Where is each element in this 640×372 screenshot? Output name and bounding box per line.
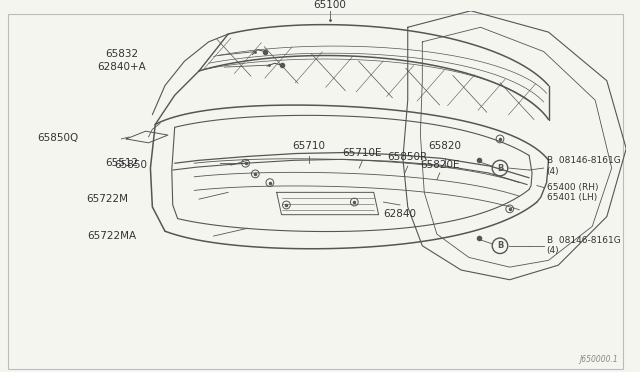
Text: 62840+A: 62840+A bbox=[97, 62, 145, 72]
Text: 65850R: 65850R bbox=[388, 152, 428, 162]
Text: B: B bbox=[497, 241, 503, 250]
Text: 65100: 65100 bbox=[314, 0, 346, 10]
Text: 65722M: 65722M bbox=[86, 194, 128, 204]
Text: 65512: 65512 bbox=[106, 158, 139, 168]
Text: 65850Q: 65850Q bbox=[37, 133, 79, 143]
Text: B  08146-8161G
(4): B 08146-8161G (4) bbox=[547, 157, 620, 176]
Text: 65820: 65820 bbox=[428, 141, 461, 151]
Text: 65850: 65850 bbox=[115, 160, 147, 170]
Text: B: B bbox=[497, 164, 503, 173]
Text: 65820E: 65820E bbox=[420, 160, 460, 170]
Text: B  08146-8161G
(4): B 08146-8161G (4) bbox=[547, 236, 620, 256]
Text: J650000.1: J650000.1 bbox=[580, 355, 618, 364]
Text: 62840: 62840 bbox=[383, 209, 417, 219]
Text: 65832: 65832 bbox=[106, 49, 139, 60]
Text: 65710: 65710 bbox=[292, 141, 325, 151]
Text: 65722MA: 65722MA bbox=[88, 231, 137, 241]
Text: 65710E: 65710E bbox=[342, 148, 382, 158]
Text: 65400 (RH)
65401 (LH): 65400 (RH) 65401 (LH) bbox=[547, 183, 598, 202]
